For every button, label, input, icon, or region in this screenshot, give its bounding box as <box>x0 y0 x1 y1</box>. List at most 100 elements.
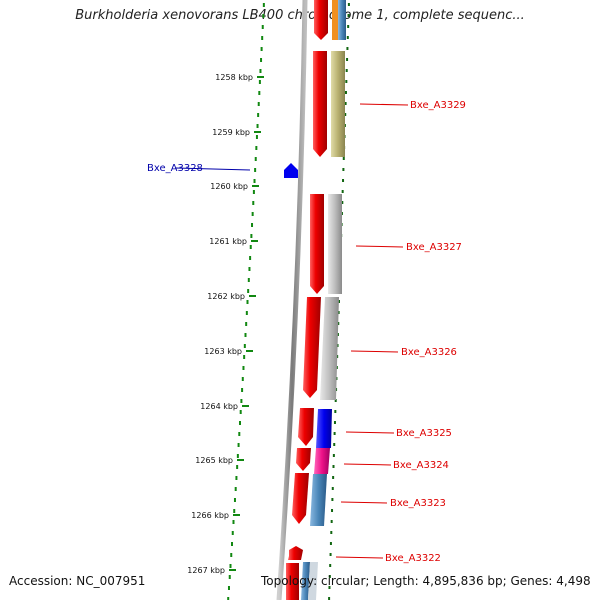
track-dot <box>347 25 350 28</box>
gene-label[interactable]: Bxe_A3326 <box>401 347 457 358</box>
track-dot <box>332 476 335 479</box>
gene-label[interactable]: Bxe_A3325 <box>396 428 452 439</box>
track-dot <box>329 564 332 567</box>
track-dot <box>247 289 250 293</box>
track-dot <box>342 168 345 171</box>
feature-orange-top[interactable] <box>332 0 338 40</box>
track-dot <box>247 278 250 282</box>
track-dot <box>243 344 246 348</box>
track-dot <box>250 234 253 238</box>
tick-mark <box>249 295 256 297</box>
track-dot <box>254 168 257 172</box>
track-dot <box>251 212 254 216</box>
feature-gray-a3326[interactable] <box>320 297 339 400</box>
tick-mark <box>251 240 258 242</box>
track-dot <box>341 201 344 204</box>
track-dot <box>257 102 260 106</box>
tick-label: 1259 kbp <box>212 128 250 137</box>
gene-label[interactable]: Bxe_A3322 <box>385 553 441 564</box>
track-dot <box>249 256 252 260</box>
track-dot <box>334 410 337 413</box>
tick-label: 1264 kbp <box>200 402 238 411</box>
tick-label: 1267 kbp <box>187 566 225 575</box>
track-dot <box>258 80 261 84</box>
track-dot <box>260 47 263 51</box>
cds-bottom-1[interactable] <box>286 563 299 600</box>
track-dot <box>246 300 249 304</box>
track-dot <box>344 102 347 105</box>
track-dot <box>334 399 337 402</box>
track-dot <box>345 80 348 83</box>
cds-arrow-a3328[interactable] <box>284 163 298 178</box>
features <box>284 0 346 600</box>
track-dot <box>331 498 334 501</box>
genome-stats-text: Topology: circular; Length: 4,895,836 bp… <box>261 574 591 588</box>
track-dot <box>251 223 254 227</box>
tick-mark <box>252 185 259 187</box>
track-dot <box>344 91 347 94</box>
cds-arrow-a3329[interactable] <box>313 51 327 157</box>
track-dot <box>255 146 258 150</box>
track-dot <box>342 179 345 182</box>
gene-label[interactable]: Bxe_A3324 <box>393 460 449 471</box>
feature-steel-bottom[interactable] <box>301 562 310 600</box>
feature-olive-a3329[interactable] <box>331 51 345 157</box>
leader-line <box>359 103 409 106</box>
gene-label[interactable]: Bxe_A3329 <box>410 100 466 111</box>
track-dot <box>230 553 233 557</box>
cds-arrow-a3324[interactable] <box>296 448 311 471</box>
track-dot <box>236 454 239 458</box>
track-dot <box>331 487 334 490</box>
tick-dot-track <box>227 3 265 600</box>
track-dot <box>346 36 349 39</box>
track-dot <box>243 355 246 359</box>
feature-steel-top[interactable] <box>338 0 346 40</box>
cds-arrow-a3325[interactable] <box>298 408 314 446</box>
feature-blue-a3325[interactable] <box>316 409 332 448</box>
feature-light-bottom[interactable] <box>308 562 318 600</box>
leader-line <box>345 431 395 434</box>
track-dot <box>244 333 247 337</box>
feature-gray-a3327[interactable] <box>328 194 342 294</box>
track-dot <box>261 25 264 29</box>
track-dot <box>332 465 335 468</box>
track-dot <box>235 476 238 480</box>
track-dot <box>342 157 345 160</box>
cds-arrow-a3322[interactable] <box>288 546 303 560</box>
track-dot <box>329 553 332 556</box>
cds-arrow-a3323[interactable] <box>292 473 309 524</box>
track-dot <box>258 91 261 95</box>
leader-line <box>335 556 384 559</box>
track-dot <box>262 3 265 7</box>
tick-label: 1258 kbp <box>215 73 253 82</box>
track-dot <box>347 3 350 6</box>
track-dot <box>242 366 245 370</box>
track-dot <box>346 58 349 61</box>
gene-label[interactable]: Bxe_A3328 <box>147 163 203 174</box>
track-dot <box>257 113 260 117</box>
track-dot <box>330 520 333 523</box>
track-dot <box>333 421 336 424</box>
tick-mark <box>257 76 264 78</box>
tick-label: 1262 kbp <box>207 292 245 301</box>
cds-arrow-top[interactable] <box>314 0 328 40</box>
track-dot <box>234 487 237 491</box>
track-dot <box>252 201 255 205</box>
feature-steel-a3323[interactable] <box>310 474 327 526</box>
gene-label[interactable]: Bxe_A3323 <box>390 498 446 509</box>
track-dot <box>328 575 331 578</box>
gene-label[interactable]: Bxe_A3327 <box>406 242 462 253</box>
leader-line <box>175 167 251 171</box>
cds-arrow-a3326[interactable] <box>303 297 321 398</box>
track-dot <box>232 520 235 524</box>
track-dot <box>248 267 251 271</box>
cds-arrow-a3327[interactable] <box>310 194 324 294</box>
leader-line <box>355 245 404 248</box>
feature-pink-a3324[interactable] <box>314 448 330 474</box>
gene-labels: Bxe_A3329 Bxe_A3328 Bxe_A3327 Bxe_A3326 Bxe_… <box>147 100 466 564</box>
track-dot <box>231 531 234 535</box>
track-dot <box>238 421 241 425</box>
track-dot <box>241 377 244 381</box>
track-dot <box>254 157 257 161</box>
